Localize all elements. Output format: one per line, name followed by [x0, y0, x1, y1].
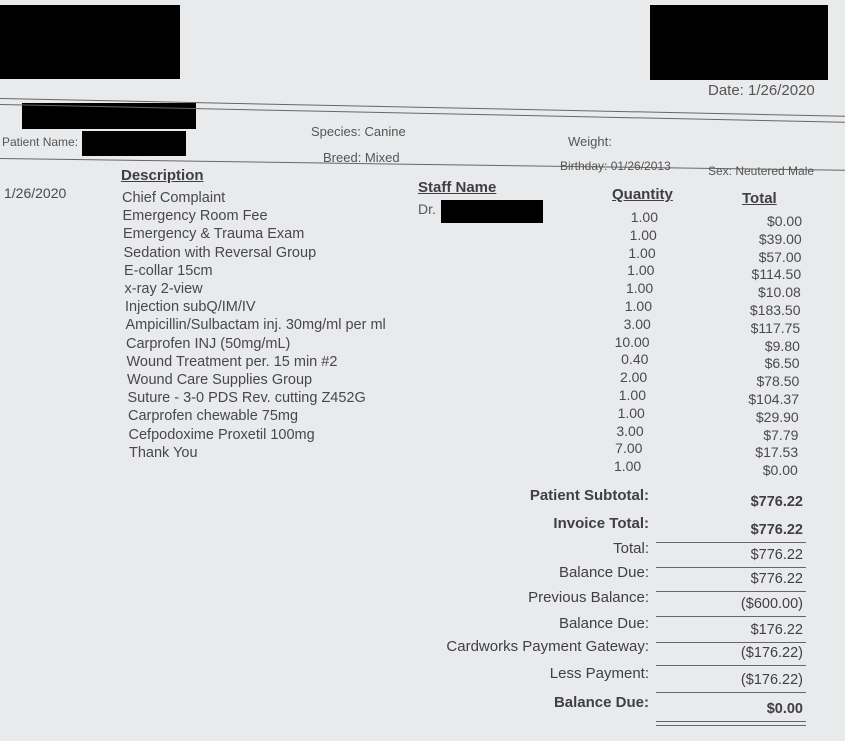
item-quantity: 1.00	[613, 458, 642, 475]
quantity-header: Quantity	[612, 186, 673, 203]
item-quantity: 1.00	[625, 280, 654, 297]
summary-value: ($176.22)	[740, 672, 803, 688]
summary-underline	[656, 542, 806, 543]
species: Species: Canine	[311, 124, 406, 139]
item-quantity: 1.00	[628, 244, 656, 261]
summary-label: Less Payment:	[549, 665, 649, 682]
item-quantity: 1.00	[624, 298, 652, 314]
item-total: $114.50	[751, 266, 802, 283]
birthday: Birthday: 01/26/2013	[560, 159, 671, 173]
description-header: Description	[121, 167, 204, 184]
summary-value: $776.22	[750, 547, 803, 563]
summary-label: Invoice Total:	[553, 515, 649, 532]
summary-underline	[656, 567, 806, 568]
item-total: $0.00	[766, 213, 802, 229]
item-total: $117.75	[750, 319, 801, 336]
summary-underline	[656, 591, 806, 592]
item-description: Wound Care Supplies Group	[127, 372, 313, 388]
summary-value: $776.22	[750, 571, 803, 587]
item-total: $57.00	[758, 248, 802, 265]
breed: Breed: Mixed	[323, 150, 400, 165]
item-description: Carprofen chewable 75mg	[128, 408, 299, 425]
item-total: $104.37	[748, 391, 799, 407]
item-description: Injection subQ/IM/IV	[125, 299, 256, 316]
weight: Weight:	[568, 134, 612, 149]
summary-label: Balance Due:	[553, 694, 649, 711]
item-description: E-collar 15cm	[124, 262, 213, 279]
item-quantity: 1.00	[618, 387, 646, 403]
summary-value: ($600.00)	[740, 596, 803, 612]
redacted-staff-name	[441, 200, 543, 223]
summary-value: $776.22	[750, 494, 803, 510]
item-quantity: 3.00	[623, 315, 651, 332]
item-total: $183.50	[749, 302, 801, 318]
item-total: $10.08	[757, 284, 801, 301]
item-description: Thank You	[129, 444, 198, 461]
item-quantity: 2.00	[619, 369, 648, 386]
item-total: $7.79	[763, 426, 799, 443]
redacted-clinic-info	[650, 5, 828, 80]
sex: Sex: Neutered Male	[708, 164, 815, 178]
summary-label: Total:	[613, 540, 649, 557]
summary-value: $0.00	[766, 701, 803, 717]
item-total: $78.50	[756, 373, 800, 390]
total-header: Total	[742, 190, 777, 207]
item-description: Suture - 3-0 PDS Rev. cutting Z452G	[127, 390, 366, 407]
item-total: $0.00	[762, 462, 798, 479]
redacted-clinic-logo	[0, 5, 180, 79]
item-description: Cefpodoxime Proxetil 100mg	[128, 426, 315, 443]
item-quantity: 1.00	[629, 226, 657, 243]
item-description: Sedation with Reversal Group	[123, 244, 317, 261]
item-quantity: 10.00	[614, 333, 650, 350]
summary-value: $776.22	[750, 522, 803, 538]
item-quantity: 0.40	[621, 351, 649, 368]
staff-name: Dr.	[418, 201, 436, 217]
summary-label: Balance Due:	[558, 615, 649, 632]
item-quantity: 3.00	[616, 422, 644, 439]
item-description: Emergency & Trauma Exam	[123, 226, 305, 243]
summary-underline	[656, 721, 806, 722]
summary-label: Previous Balance:	[528, 589, 649, 606]
item-quantity: 7.00	[615, 440, 643, 457]
item-description: Carprofen INJ (50mg/mL)	[126, 335, 291, 352]
summary-underline	[656, 642, 806, 643]
item-total: $39.00	[758, 230, 802, 247]
staff-name-header: Staff Name	[418, 179, 497, 196]
item-description: Emergency Room Fee	[122, 208, 268, 225]
invoice-date: Date: 1/26/2020	[708, 82, 815, 99]
patient-name-label: Patient Name:	[2, 135, 79, 149]
item-total: $6.50	[764, 355, 800, 372]
redacted-patient-name	[82, 131, 186, 156]
item-total: $9.80	[764, 337, 800, 354]
summary-label: Patient Subtotal:	[529, 487, 649, 504]
item-quantity: 1.00	[617, 404, 645, 421]
item-quantity: 1.00	[627, 262, 655, 279]
item-total: $17.53	[755, 444, 799, 461]
item-description: Wound Treatment per. 15 min #2	[126, 353, 338, 370]
item-description: x-ray 2-view	[124, 281, 203, 297]
item-description: Chief Complaint	[122, 190, 226, 206]
summary-underline	[656, 665, 806, 666]
summary-underline	[656, 692, 806, 693]
summary-underline	[656, 616, 806, 617]
item-total: $29.90	[755, 408, 799, 425]
service-date: 1/26/2020	[4, 185, 67, 201]
summary-value: $176.22	[750, 622, 803, 638]
summary-label: Balance Due:	[558, 564, 649, 581]
item-quantity: 1.00	[630, 209, 658, 225]
item-description: Ampicillin/Sulbactam inj. 30mg/ml per ml	[125, 317, 386, 334]
summary-underline	[656, 725, 806, 726]
summary-label: Cardworks Payment Gateway:	[446, 638, 649, 655]
summary-value: ($176.22)	[740, 645, 803, 661]
